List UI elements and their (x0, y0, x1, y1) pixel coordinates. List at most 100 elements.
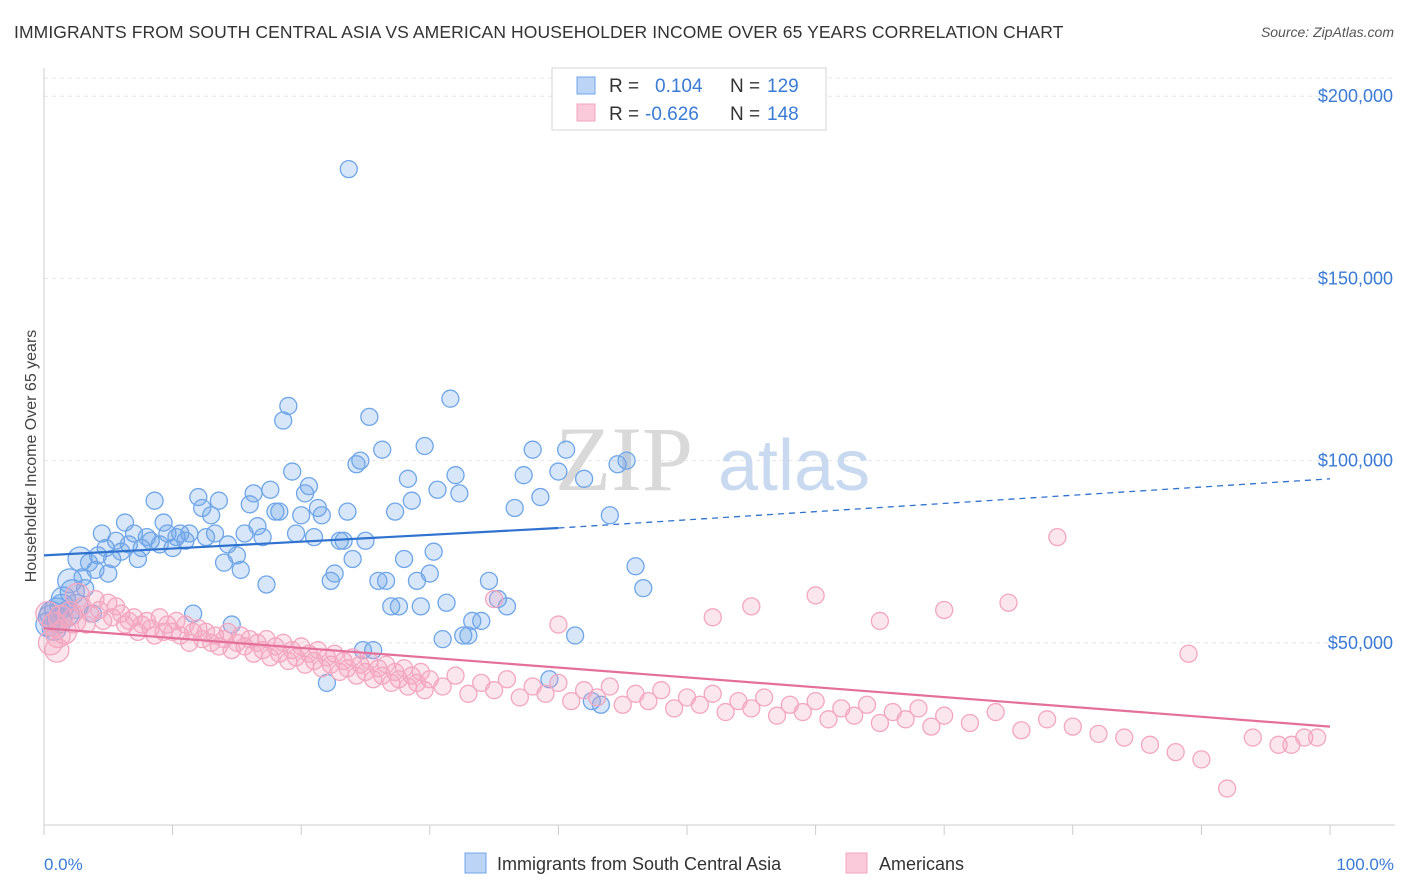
point-blue-68 (312, 506, 331, 525)
point-blue-109 (514, 466, 533, 485)
legend-n-label-blue: N = (730, 76, 760, 97)
point-pink-116 (767, 706, 787, 725)
point-pink-118 (793, 702, 812, 722)
point-pink-120 (819, 710, 838, 729)
point-pink-149 (870, 611, 890, 631)
point-pink-153 (1179, 644, 1198, 663)
point-pink-96 (510, 688, 529, 707)
point-pink-135 (1089, 724, 1108, 744)
point-pink-142 (1269, 735, 1288, 754)
point-pink-144 (484, 589, 504, 609)
point-pink-155 (1307, 728, 1327, 747)
point-pink-133 (1037, 710, 1057, 729)
point-pink-129 (935, 706, 954, 725)
point-pink-30 (167, 611, 186, 631)
point-blue-85 (385, 502, 405, 521)
point-pink-154 (1282, 735, 1301, 754)
point-pink-138 (1166, 742, 1185, 762)
series-legend-swatch-pink (845, 852, 868, 874)
point-blue-104 (472, 611, 491, 631)
point-blue-115 (565, 626, 585, 645)
point-pink-110 (690, 695, 710, 714)
point-pink-128 (922, 717, 941, 736)
point-blue-75 (343, 549, 362, 569)
point-blue-93 (420, 564, 439, 583)
point-blue-78 (356, 531, 375, 550)
x-tick-label-max: 100.0% (1336, 855, 1394, 874)
point-blue-66 (304, 527, 324, 547)
point-pink-136 (1115, 728, 1134, 747)
point-blue-54 (253, 527, 272, 547)
series-pink-points (35, 527, 1327, 798)
point-blue-37 (180, 524, 199, 543)
point-pink-122 (845, 706, 864, 725)
point-pink-112 (716, 702, 735, 722)
point-blue-65 (299, 476, 319, 496)
point-blue-94 (424, 542, 443, 561)
point-pink-156 (35, 601, 61, 627)
stats-legend: R = 0.104 N = 129 R = -0.626 N = 148 (551, 67, 827, 131)
legend-r-label-pink: R = (609, 104, 639, 125)
point-pink-150 (935, 600, 954, 620)
point-blue-15 (88, 546, 108, 565)
point-pink-13 (94, 611, 113, 631)
point-blue-49 (231, 560, 250, 580)
legend-n-value-pink: 148 (767, 104, 799, 125)
point-blue-124 (353, 640, 373, 660)
point-blue-113 (549, 462, 568, 481)
point-blue-99 (446, 466, 465, 485)
point-blue-96 (433, 630, 452, 649)
point-blue-55 (257, 575, 276, 594)
point-blue-51 (240, 495, 259, 514)
point-pink-157 (45, 622, 71, 649)
point-pink-132 (1012, 721, 1031, 740)
point-blue-42 (202, 506, 221, 525)
point-blue-63 (292, 506, 311, 525)
point-blue-74 (338, 502, 357, 521)
legend-swatch-pink (576, 103, 596, 122)
point-pink-141 (1243, 728, 1262, 747)
point-blue-102 (459, 626, 478, 645)
legend-r-value-pink: -0.626 (645, 104, 699, 125)
point-blue-91 (411, 597, 430, 616)
point-blue-119 (600, 506, 619, 525)
point-blue-18 (99, 564, 118, 583)
point-blue-92 (415, 436, 434, 456)
point-pink-124 (870, 713, 890, 733)
point-blue-88 (398, 469, 418, 488)
point-pink-76 (364, 670, 383, 689)
point-pink-64 (312, 659, 331, 678)
point-pink-123 (857, 695, 877, 714)
point-blue-86 (389, 597, 409, 616)
point-blue-120 (608, 455, 627, 474)
point-pink-94 (484, 681, 504, 700)
legend-r-label-blue: R = (609, 76, 639, 97)
point-pink-90 (433, 677, 452, 696)
point-pink-127 (909, 699, 928, 718)
point-blue-77 (351, 451, 370, 470)
series-legend-label-blue: Immigrants from South Central Asia (497, 854, 782, 874)
y-tick-label: $50,000 (1328, 633, 1393, 653)
point-pink-148 (806, 586, 825, 605)
point-blue-87 (394, 549, 414, 569)
trend-line-blue-dashed (558, 478, 1331, 529)
point-blue-97 (437, 593, 456, 612)
point-blue-53 (248, 517, 267, 536)
point-blue-84 (382, 597, 401, 616)
point-pink-115 (755, 688, 774, 707)
point-blue-123 (634, 578, 653, 598)
point-blue-105 (479, 571, 499, 591)
point-blue-48 (227, 546, 247, 565)
point-blue-61 (283, 462, 302, 481)
point-pink-137 (1140, 735, 1160, 754)
point-blue-44 (209, 491, 229, 510)
point-blue-110 (523, 440, 542, 459)
point-blue-114 (556, 440, 576, 459)
point-blue-95 (428, 480, 447, 499)
point-pink-92 (459, 684, 478, 703)
point-pink-103 (600, 677, 619, 696)
point-blue-122 (626, 557, 645, 576)
point-blue-71 (325, 564, 344, 583)
point-blue-60 (279, 396, 298, 416)
